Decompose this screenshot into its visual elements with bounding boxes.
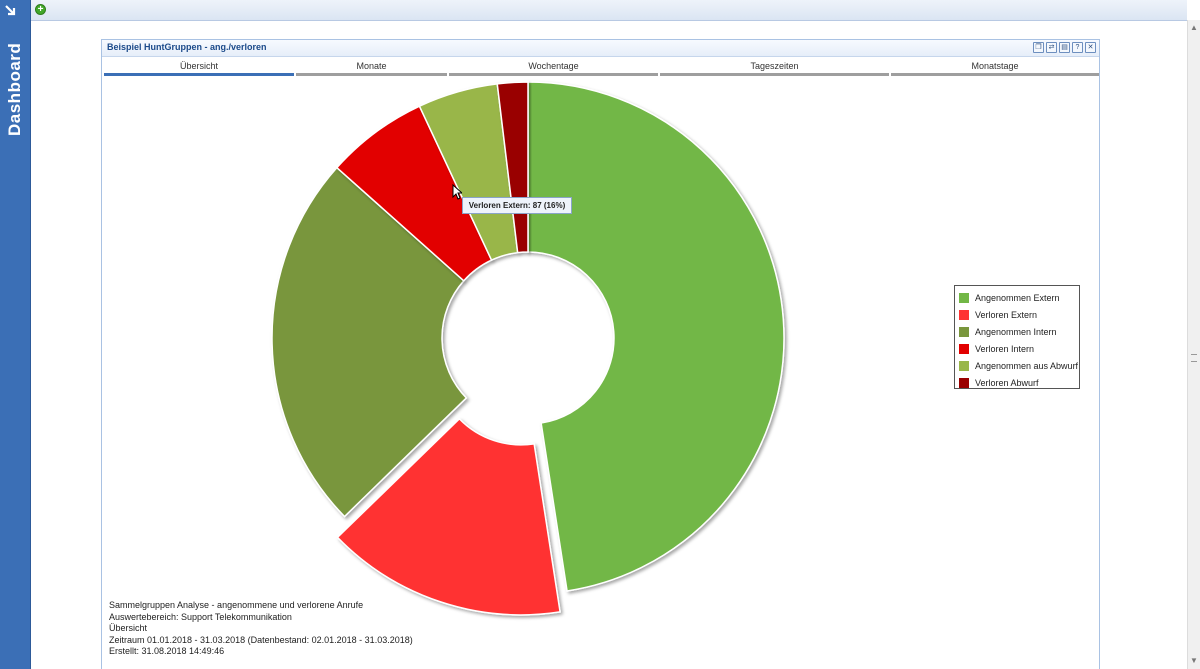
- legend-swatch: [959, 360, 969, 371]
- legend-swatch: [959, 309, 969, 320]
- report-footer: Sammelgruppen Analyse - angenommene und …: [109, 600, 413, 658]
- print-icon[interactable]: ▤: [1059, 42, 1070, 53]
- tab-bar: Übersicht Monate Wochentage Tageszeiten …: [102, 57, 1099, 76]
- chart-tooltip: Verloren Extern: 87 (16%): [462, 197, 572, 214]
- close-icon[interactable]: ✕: [1085, 42, 1096, 53]
- footer-view: Übersicht: [109, 623, 148, 633]
- legend-item[interactable]: Verloren Intern: [955, 340, 1079, 357]
- help-icon[interactable]: ?: [1072, 42, 1083, 53]
- panel-header: Beispiel HuntGruppen - ang./verloren ❐ ⇄…: [102, 40, 1099, 57]
- mouse-cursor-icon: [452, 184, 462, 200]
- refresh-icon[interactable]: ⇄: [1046, 42, 1057, 53]
- footer-scope: Auswertebereich: Support Telekommunikati…: [109, 611, 292, 622]
- panel-tools: ❐ ⇄ ▤ ? ✕: [1033, 42, 1096, 53]
- legend-swatch: [959, 377, 969, 388]
- tab-uebersicht[interactable]: Übersicht: [104, 62, 294, 76]
- vertical-scrollbar[interactable]: ▲ ▼: [1187, 20, 1200, 669]
- footer-period: Zeitraum 01.01.2018 - 31.03.2018 (Datenb…: [109, 634, 413, 645]
- toolbar: +: [31, 0, 1187, 21]
- footer-title: Sammelgruppen Analyse - angenommene und …: [109, 600, 364, 610]
- slice-angenommen-intern[interactable]: [271, 166, 468, 518]
- legend-label: Angenommen Extern: [975, 292, 1060, 303]
- legend-label: Angenommen Intern: [975, 326, 1057, 337]
- slice-verloren-extern[interactable]: [336, 417, 561, 616]
- legend-item[interactable]: Angenommen Extern: [955, 289, 1079, 306]
- legend-item[interactable]: Angenommen Intern: [955, 323, 1079, 340]
- scroll-down-icon[interactable]: ▼: [1190, 656, 1198, 665]
- legend-label: Angenommen aus Abwurf: [975, 360, 1079, 371]
- legend-label: Verloren Intern: [975, 343, 1035, 354]
- tab-monate[interactable]: Monate: [296, 62, 447, 76]
- legend-swatch: [959, 292, 969, 303]
- chart-legend: Angenommen Extern Verloren Extern Angenomm…: [954, 285, 1080, 389]
- tab-tageszeiten[interactable]: Tageszeiten: [660, 62, 889, 76]
- legend-label: Verloren Abwurf: [975, 377, 1039, 388]
- copy-icon[interactable]: ❐: [1033, 42, 1044, 53]
- legend-item[interactable]: Angenommen aus Abwurf: [955, 357, 1079, 374]
- scroll-grip[interactable]: [1191, 354, 1197, 362]
- footer-created: Erstellt: 31.08.2018 14:49:46: [109, 646, 225, 656]
- tab-monatstage[interactable]: Monatstage: [891, 62, 1099, 76]
- slice-angenommen-extern[interactable]: [527, 81, 785, 592]
- legend-item[interactable]: Verloren Abwurf: [955, 374, 1079, 391]
- scroll-up-icon[interactable]: ▲: [1190, 23, 1198, 32]
- tab-wochentage[interactable]: Wochentage: [449, 62, 658, 76]
- sidebar: Dashboard: [0, 0, 31, 669]
- legend-swatch: [959, 343, 969, 354]
- collapse-arrow-icon[interactable]: [4, 4, 18, 18]
- panel-title: Beispiel HuntGruppen - ang./verloren: [107, 42, 267, 52]
- legend-item[interactable]: Verloren Extern: [955, 306, 1079, 323]
- legend-swatch: [959, 326, 969, 337]
- add-widget-icon[interactable]: +: [35, 4, 46, 15]
- legend-label: Verloren Extern: [975, 309, 1038, 320]
